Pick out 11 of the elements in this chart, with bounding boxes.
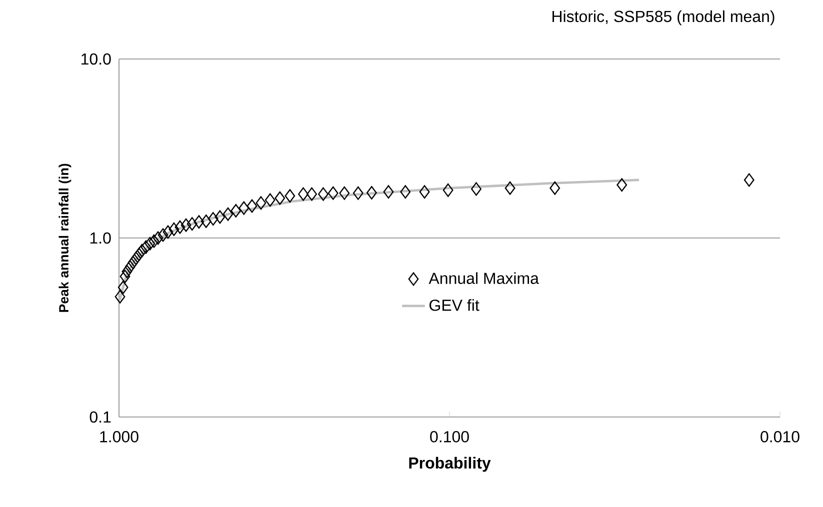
x-tick-label: 0.100: [430, 431, 469, 442]
legend-label: GEV fit: [430, 299, 480, 311]
y-axis-title: Peak annual rainfall (in): [58, 164, 72, 312]
y-tick-label: 10.0: [82, 53, 111, 65]
y-tick-label: 0.1: [90, 411, 111, 423]
legend-label: Annual Maxima: [428, 272, 539, 284]
x-tick-label: 0.010: [760, 431, 800, 442]
x-axis-title: Probability: [409, 456, 491, 472]
x-tick-label: 1.000: [100, 431, 138, 442]
chart-title: Historic, SSP585 (model mean): [552, 10, 774, 26]
y-tick-label: 1.0: [90, 232, 111, 244]
